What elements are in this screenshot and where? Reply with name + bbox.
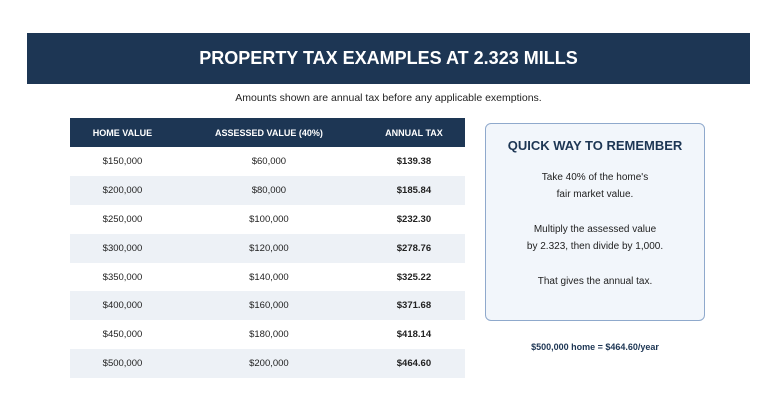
tip-box: QUICK WAY TO REMEMBER Take 40% of the ho… bbox=[485, 123, 705, 321]
table-cell: $180,000 bbox=[249, 329, 289, 341]
table-cell: $300,000 bbox=[70, 233, 175, 263]
table-cell: $185.84 bbox=[362, 175, 465, 205]
header-row: HOME VALUE ASSESSED VALUE (40%) ANNUAL TAX bbox=[70, 118, 465, 147]
table-row: $400,000 $160,000 $371.68 bbox=[70, 291, 465, 321]
box-line: That gives the annual tax. bbox=[537, 276, 653, 287]
table-cell: $139.38 bbox=[396, 155, 432, 167]
table-row: $250,000 $100,000 $232.30 bbox=[70, 205, 465, 234]
table-cell: $371.68 bbox=[362, 291, 465, 321]
table-cell: $350,000 bbox=[102, 271, 143, 283]
table-row: $200,000 $80,000 $185.84 bbox=[70, 175, 465, 205]
note: $500,000 home = $464.60/year bbox=[531, 342, 659, 352]
table-cell: $200,000 bbox=[70, 175, 175, 205]
table-cell: $100,000 bbox=[249, 213, 289, 225]
table-cell: $200,000 bbox=[174, 349, 363, 379]
box-paragraph: That gives the annual tax. bbox=[486, 273, 704, 290]
box-line: fair market value. bbox=[556, 189, 634, 200]
table-cell: $150,000 bbox=[102, 155, 143, 167]
table-cell: $278.76 bbox=[362, 233, 465, 263]
table-cell: $120,000 bbox=[174, 233, 363, 263]
box-line: by 2.323, then divide by 1,000. bbox=[526, 241, 664, 252]
table-cell: $60,000 bbox=[251, 155, 287, 167]
table-row: $500,000 $200,000 $464.60 bbox=[70, 349, 465, 379]
table-row: $300,000 $120,000 $278.76 bbox=[70, 233, 465, 263]
table-cell: $464.60 bbox=[362, 349, 465, 379]
table-cell: $160,000 bbox=[174, 291, 363, 321]
table-cell: $500,000 bbox=[70, 349, 175, 379]
table-cell: $418.14 bbox=[396, 329, 432, 341]
table-cell: $325.22 bbox=[396, 271, 432, 283]
table-cell: $400,000 bbox=[70, 291, 175, 321]
subtitle: Amounts shown are annual tax before any … bbox=[235, 92, 542, 104]
tax-table: HOME VALUE ASSESSED VALUE (40%) ANNUAL TAX… bbox=[70, 118, 465, 379]
column-header: HOME VALUE bbox=[70, 118, 175, 147]
box-line: Take 40% of the home's bbox=[541, 172, 649, 183]
box-paragraph: Multiply the assessed value by 2.323, the… bbox=[486, 221, 704, 255]
box-paragraph: Take 40% of the home's fair market value. bbox=[486, 169, 704, 203]
column-header: ANNUAL TAX bbox=[362, 118, 465, 147]
table-cell: $250,000 bbox=[102, 213, 143, 225]
box-title: QUICK WAY TO REMEMBER bbox=[507, 138, 683, 153]
table-cell: $450,000 bbox=[102, 329, 143, 341]
column-header: ASSESSED VALUE (40%) bbox=[174, 118, 363, 147]
table-cell: $232.30 bbox=[396, 213, 432, 225]
box-line: Multiply the assessed value bbox=[533, 224, 657, 235]
table-row: $150,000 $60,000 $139.38 bbox=[70, 147, 465, 176]
header-bar: PROPERTY TAX EXAMPLES AT 2.323 MILLS bbox=[27, 33, 750, 84]
table-cell: $80,000 bbox=[174, 175, 363, 205]
table-row: $450,000 $180,000 $418.14 bbox=[70, 320, 465, 349]
table-cell: $140,000 bbox=[249, 271, 289, 283]
table-row: $350,000 $140,000 $325.22 bbox=[70, 263, 465, 292]
title: PROPERTY TAX EXAMPLES AT 2.323 MILLS bbox=[199, 48, 578, 68]
